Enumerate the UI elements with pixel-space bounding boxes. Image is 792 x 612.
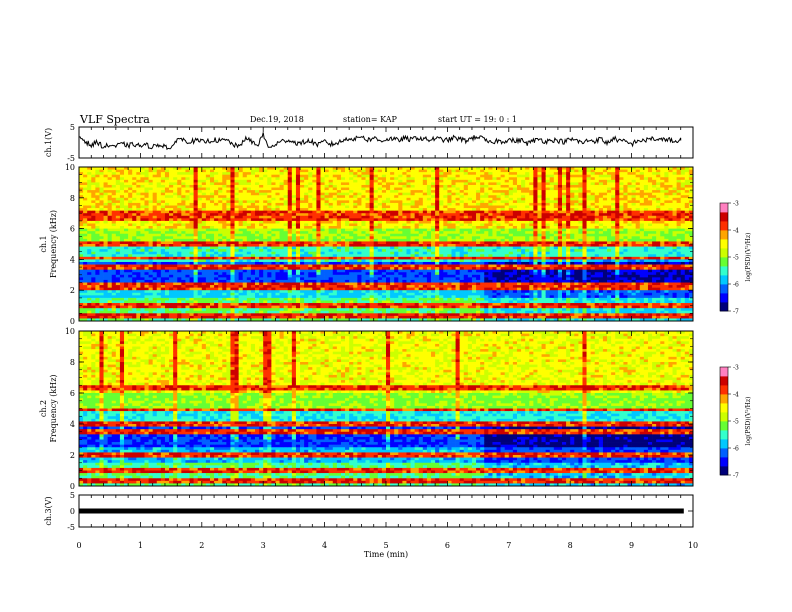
x-tick-label: 1: [138, 541, 143, 550]
station-label: station= KAP: [343, 115, 397, 124]
colorbar-tick-label: -7: [733, 473, 739, 480]
colorbar-tick-label: -6: [733, 446, 739, 453]
x-tick-label: 6: [445, 541, 450, 550]
y-tick-label: 2: [70, 286, 75, 295]
x-tick-label: 10: [688, 541, 698, 550]
y-tick-label: 10: [65, 163, 75, 172]
y-tick-label: 0: [70, 317, 75, 326]
colorbar-label: log(PSD)(V²/Hz): [745, 233, 752, 282]
colorbar-tick-label: -4: [733, 228, 739, 235]
y-axis-label: ch.1: [39, 235, 48, 252]
y-tick-label: 8: [70, 194, 75, 203]
colorbar-tick-label: -5: [733, 255, 739, 262]
x-tick-label: 7: [506, 541, 511, 550]
y-axis-label: ch.2: [39, 400, 48, 417]
y-axis-label: ch.3(V): [44, 496, 53, 525]
colorbar-tick-label: -7: [733, 309, 739, 316]
x-tick-label: 0: [76, 541, 81, 550]
x-tick-label: 2: [199, 541, 204, 550]
colorbar-2: -3 -4 -5 -6 -7 log(PSD)(V²/Hz): [719, 365, 752, 480]
x-tick-label: 3: [261, 541, 266, 550]
y-tick-label: 0: [70, 482, 75, 491]
y-tick-label: 5: [70, 123, 75, 132]
colorbar-tick-label: -6: [733, 282, 739, 289]
y-tick-label: 4: [70, 255, 75, 264]
y-axis-label: Frequency (kHz): [49, 210, 58, 278]
x-tick-label: 8: [568, 541, 573, 550]
y-axis-label: ch.1(V): [44, 128, 53, 157]
x-tick-label: 4: [322, 541, 327, 550]
date-label: Dec.19, 2018: [250, 115, 304, 124]
y-tick-label: 4: [70, 420, 75, 429]
colorbar-label: log(PSD)(V²/Hz): [745, 397, 752, 446]
colorbar-tick-label: -5: [733, 419, 739, 426]
ch1_spectrogram: [79, 167, 694, 322]
x-axis-label: Time (min): [364, 550, 408, 559]
y-tick-label: 2: [70, 451, 75, 460]
y-tick-label: -5: [67, 523, 75, 532]
y-tick-label: -5: [67, 154, 75, 163]
x-tick-label: 9: [629, 541, 634, 550]
y-tick-label: 6: [70, 225, 75, 234]
chart-title: VLF Spectra: [80, 113, 150, 126]
colorbar-tick-label: -3: [733, 365, 739, 372]
y-tick-label: 10: [65, 327, 75, 336]
y-tick-label: 0: [70, 507, 75, 516]
colorbar-1: -3 -4 -5 -6 -7 log(PSD)(V²/Hz): [719, 201, 752, 316]
start-time-label: start UT = 19: 0 : 1: [438, 115, 517, 124]
y-tick-label: 8: [70, 358, 75, 367]
ch1-waveform-line: [78, 132, 682, 151]
y-axis-label: Frequency (kHz): [49, 374, 58, 442]
colorbar-tick-label: -3: [733, 201, 739, 208]
y-tick-label: 5: [70, 491, 75, 500]
y-tick-label: 6: [70, 389, 75, 398]
colorbar-tick-label: -4: [733, 392, 739, 399]
x-tick-label: 5: [383, 541, 388, 550]
ch2_spectrogram: [79, 331, 694, 487]
